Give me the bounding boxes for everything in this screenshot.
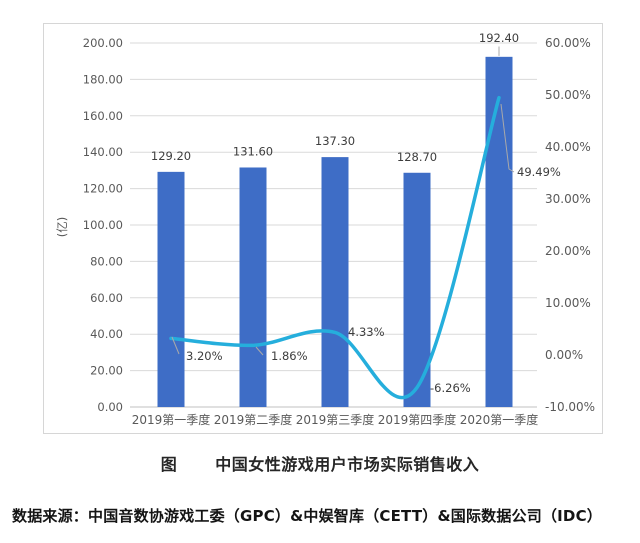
x-axis-label: 2019第二季度: [214, 412, 293, 427]
caption-title: 中国女性游戏用户市场实际销售收入: [215, 455, 480, 474]
y-axis-left-tick-label: 100.00: [83, 218, 123, 232]
bar-value-label: 129.20: [151, 149, 191, 163]
bar-4: [485, 56, 513, 407]
line-value-label: 49.49%: [517, 165, 561, 179]
bar-1: [239, 167, 267, 407]
y-axis-right-tick-label: 10.00%: [545, 296, 591, 310]
growth-line: [169, 95, 501, 400]
y-axis-left-tick-label: 40.00: [90, 327, 123, 341]
y-axis-left-tick-label: 60.00: [90, 291, 123, 305]
caption-prefix: 图: [160, 455, 178, 474]
bar-0: [157, 171, 185, 407]
y-axis-left-tick-label: 180.00: [83, 72, 123, 86]
y-axis-right-tick-label: 30.00%: [545, 192, 591, 206]
bar-value-label: 137.30: [315, 134, 355, 148]
line-value-label: 1.86%: [271, 349, 308, 363]
bar-value-label: 131.60: [233, 144, 273, 158]
y-axis-left-tick-label: 20.00: [90, 364, 123, 378]
data-source-line: 数据来源：中国音数协游戏工委（GPC）&中娱智库（CETT）&国际数据公司（ID…: [12, 507, 602, 525]
label-leader-line: [500, 103, 515, 173]
x-axis-label: 2019第四季度: [378, 412, 457, 427]
x-axis-label: 2020第一季度: [460, 412, 539, 427]
y-axis-left-tick-label: 0.00: [97, 400, 123, 414]
y-axis-title: (亿): [55, 217, 69, 237]
y-axis-left-tick-label: 160.00: [83, 109, 123, 123]
y-axis-right-tick-label: 0.00%: [545, 348, 583, 362]
bar-value-label: 192.40: [479, 31, 519, 45]
y-axis-right-tick-label: 20.00%: [545, 244, 591, 258]
line-value-label: 3.20%: [186, 349, 223, 363]
line-value-label: -6.26%: [430, 381, 471, 395]
bar-2: [321, 157, 349, 407]
y-axis-left-tick-label: 80.00: [90, 254, 123, 268]
x-axis-label: 2019第一季度: [132, 412, 211, 427]
y-axis-right-tick-label: 50.00%: [545, 88, 591, 102]
y-axis-right-tick-label: -10.00%: [545, 400, 595, 414]
y-axis-left-tick-label: 120.00: [83, 182, 123, 196]
label-leader-line: [171, 336, 180, 355]
y-axis-left-tick-label: 200.00: [83, 36, 123, 50]
chart-caption: 图 中国女性游戏用户市场实际销售收入: [0, 451, 640, 475]
x-axis-label: 2019第三季度: [296, 412, 375, 427]
bar-value-label: 128.70: [397, 150, 437, 164]
y-axis-right-tick-label: 40.00%: [545, 140, 591, 154]
y-axis-right-tick-label: 60.00%: [545, 36, 591, 50]
line-value-label: 4.33%: [348, 325, 385, 339]
y-axis-left-tick-label: 140.00: [83, 145, 123, 159]
label-leader-line: [255, 346, 264, 356]
